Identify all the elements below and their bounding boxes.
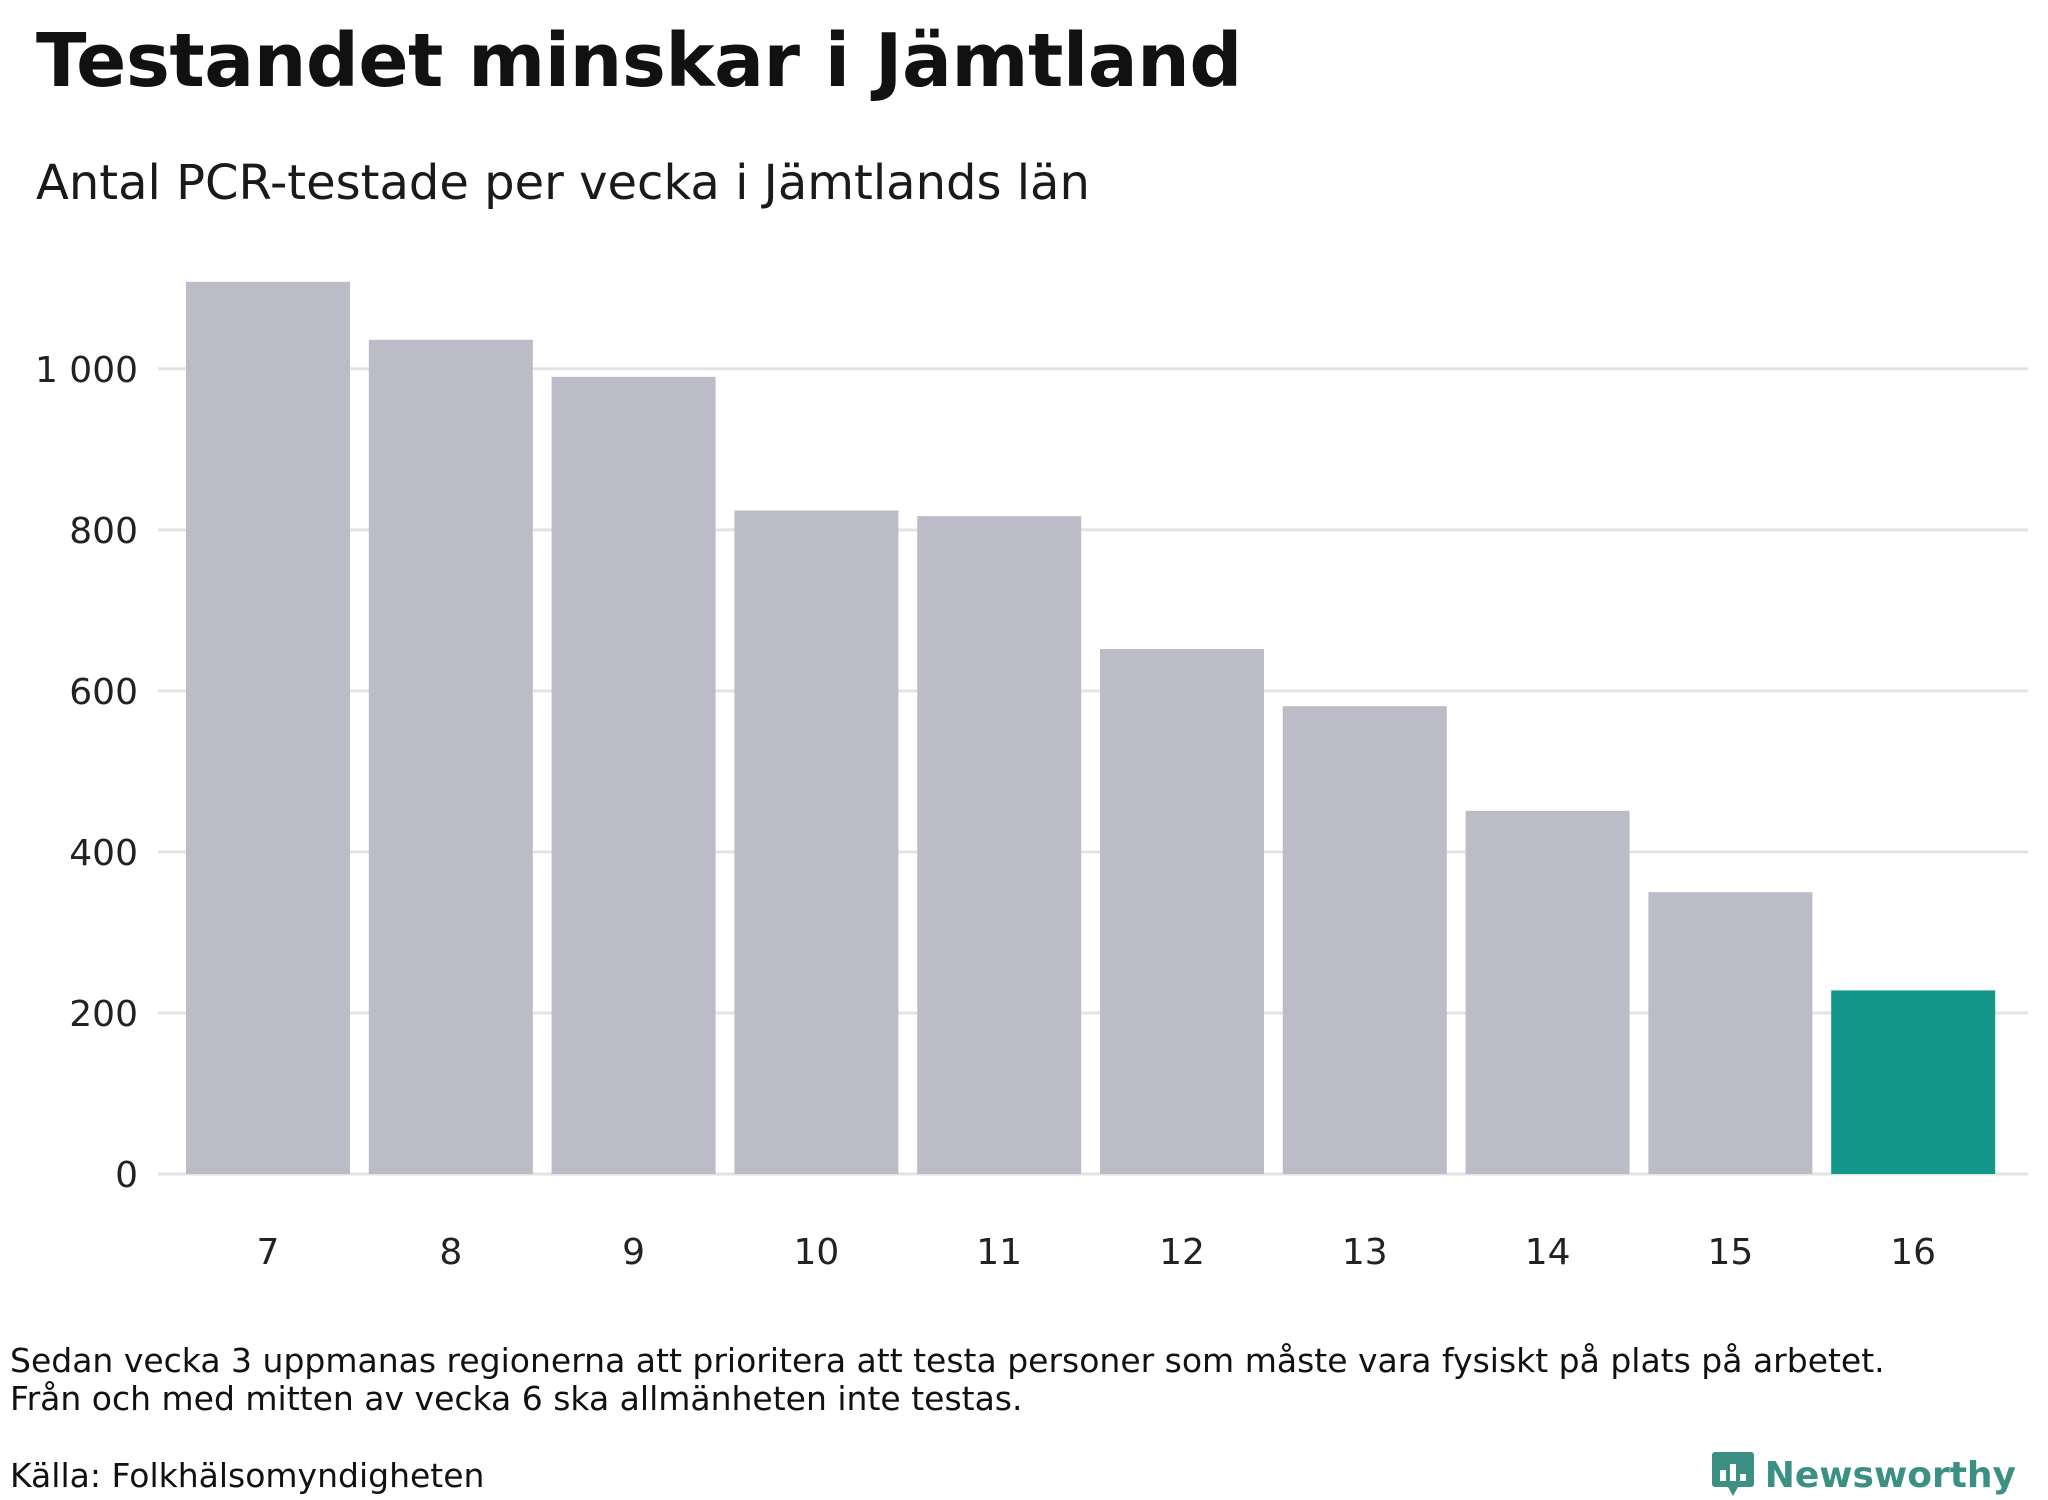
brand: Newsworthy bbox=[1711, 1450, 2016, 1500]
bar-week-15 bbox=[1648, 892, 1813, 1174]
y-tick-label: 400 bbox=[69, 833, 138, 874]
x-tick-label: 12 bbox=[1159, 1232, 1205, 1273]
bar-week-16 bbox=[1831, 990, 1996, 1174]
footnote: Sedan vecka 3 uppmanas regionerna att pr… bbox=[10, 1342, 1885, 1418]
x-tick-label: 14 bbox=[1525, 1232, 1571, 1273]
chart-subtitle: Antal PCR-testade per vecka i Jämtlands … bbox=[36, 155, 1090, 211]
x-tick-label: 7 bbox=[257, 1232, 280, 1273]
footnote-line: Från och med mitten av vecka 6 ska allmä… bbox=[10, 1379, 1023, 1418]
newsworthy-logo-icon bbox=[1711, 1452, 1754, 1496]
y-tick-label: 0 bbox=[115, 1155, 138, 1196]
bar-week-11 bbox=[917, 516, 1082, 1174]
y-tick-label: 1 000 bbox=[35, 350, 138, 391]
chart-title: Testandet minskar i Jämtland bbox=[36, 18, 1242, 104]
y-tick-label: 200 bbox=[69, 994, 138, 1035]
bar-week-10 bbox=[734, 510, 899, 1174]
bar-week-13 bbox=[1282, 706, 1447, 1174]
x-tick-label: 16 bbox=[1890, 1232, 1936, 1273]
bar-week-9 bbox=[551, 376, 716, 1174]
footnote-line: Sedan vecka 3 uppmanas regionerna att pr… bbox=[10, 1341, 1885, 1380]
y-tick-label: 600 bbox=[69, 672, 138, 713]
x-tick-label: 10 bbox=[793, 1232, 839, 1273]
y-tick-label: 800 bbox=[69, 511, 138, 552]
bars bbox=[186, 281, 1996, 1175]
x-axis-ticks: 7 8 9 10 11 12 13 14 15 16 bbox=[257, 1232, 1937, 1273]
bar-week-7 bbox=[186, 281, 350, 1175]
bar-week-8 bbox=[368, 339, 533, 1174]
x-tick-label: 11 bbox=[976, 1232, 1022, 1273]
x-tick-label: 15 bbox=[1707, 1232, 1753, 1273]
bar-week-12 bbox=[1100, 648, 1264, 1174]
bar-week-14 bbox=[1465, 810, 1630, 1174]
x-tick-label: 8 bbox=[439, 1232, 462, 1273]
x-tick-label: 9 bbox=[622, 1232, 645, 1273]
x-tick-label: 13 bbox=[1342, 1232, 1388, 1273]
source-credit: Källa: Folkhälsomyndigheten bbox=[10, 1456, 485, 1495]
brand-name: Newsworthy bbox=[1764, 1454, 2016, 1496]
y-axis-ticks: 0 200 400 600 800 1 000 bbox=[35, 350, 138, 1196]
